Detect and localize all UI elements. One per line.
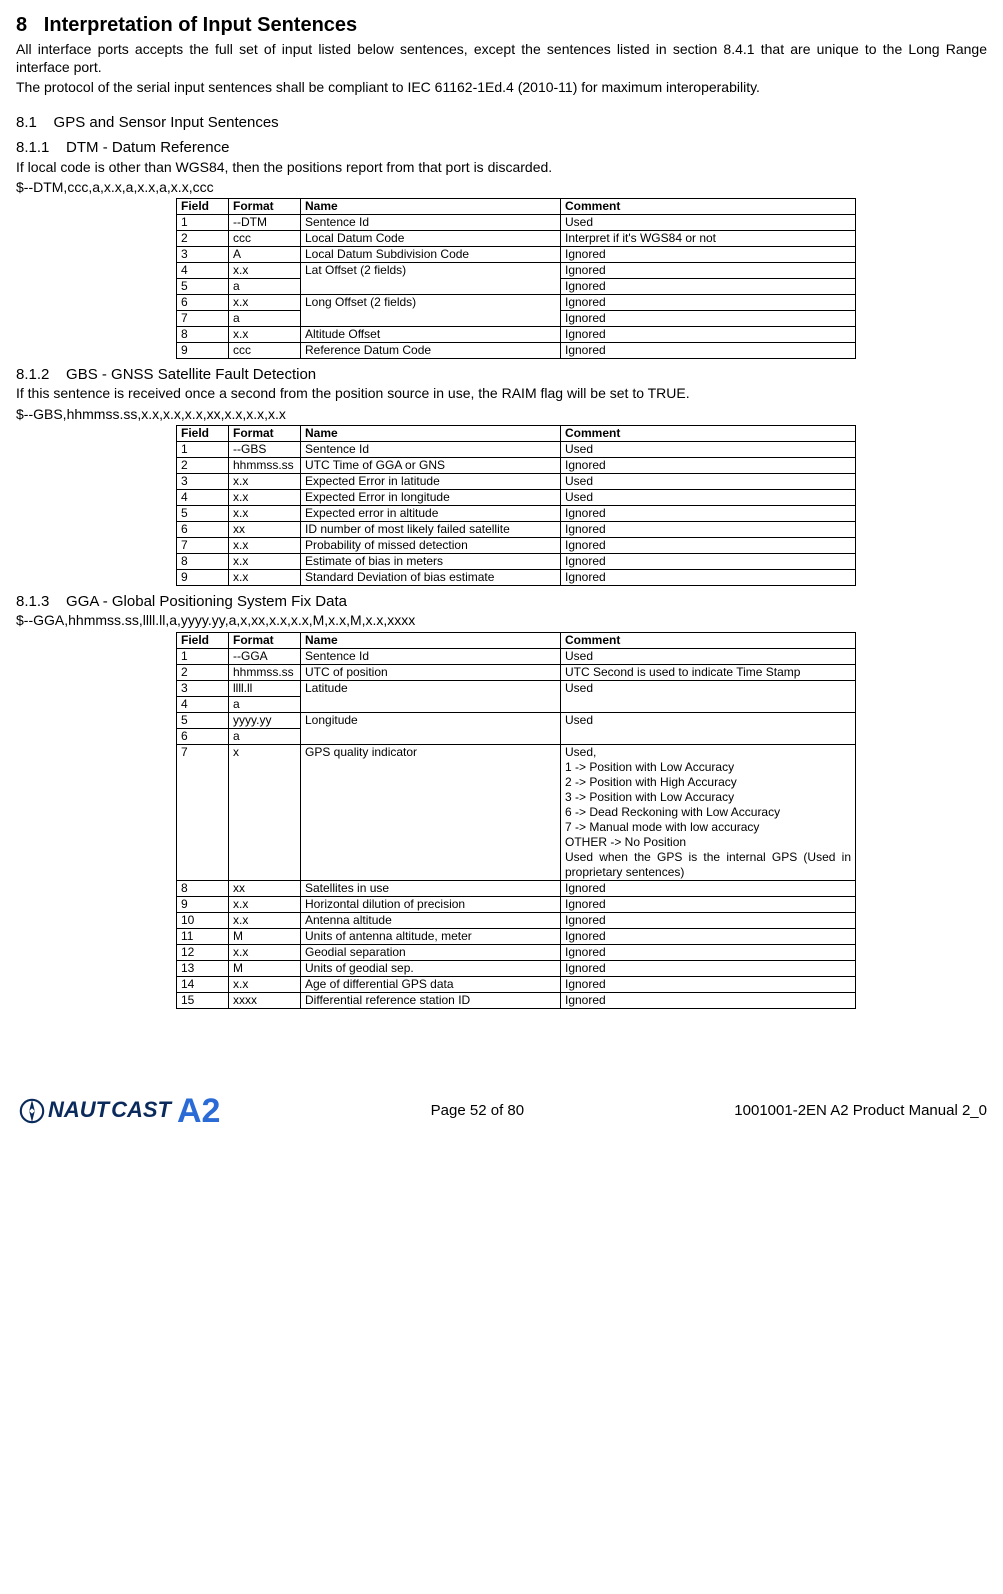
table-row: 5yyyy.yyLongitudeUsed — [177, 712, 856, 728]
sentence-syntax: $--GBS,hhmmss.ss,x.x,x.x,x.x,xx,x.x,x.x,… — [16, 405, 987, 423]
gbs-table: Field Format Name Comment 1--GBSSentence… — [176, 425, 856, 586]
dtm-table: Field Format Name Comment 1--DTMSentence… — [176, 198, 856, 359]
subsection-number: 8.1 — [16, 114, 37, 131]
col-header: Name — [301, 425, 561, 441]
col-header: Comment — [561, 632, 856, 648]
table-row: 1--GBSSentence IdUsed — [177, 441, 856, 457]
col-header: Format — [229, 632, 301, 648]
section-paragraph: If this sentence is received once a seco… — [16, 384, 987, 402]
subsubsection-title: DTM - Datum Reference — [66, 139, 229, 156]
table-row: 1--DTMSentence IdUsed — [177, 214, 856, 230]
table-row: 9x.xHorizontal dilution of precisionIgno… — [177, 896, 856, 912]
table-row: 8xxSatellites in useIgnored — [177, 880, 856, 896]
subsubsection-heading: 8.1.1 DTM - Datum Reference — [16, 138, 987, 158]
section-number: 8 — [16, 14, 27, 36]
table-row: 15xxxxDifferential reference station IDI… — [177, 992, 856, 1008]
table-row: 11MUnits of antenna altitude, meterIgnor… — [177, 928, 856, 944]
gga-table: Field Format Name Comment 1--GGASentence… — [176, 632, 856, 1009]
subsubsection-title: GGA - Global Positioning System Fix Data — [66, 593, 347, 610]
table-row: 3ALocal Datum Subdivision CodeIgnored — [177, 246, 856, 262]
section-title: Interpretation of Input Sentences — [44, 14, 357, 36]
table-row: 2hhmmss.ssUTC Time of GGA or GNSIgnored — [177, 457, 856, 473]
table-row: 9x.xStandard Deviation of bias estimateI… — [177, 569, 856, 585]
table-row: 2hhmmss.ssUTC of positionUTC Second is u… — [177, 664, 856, 680]
table-row: 13MUnits of geodial sep.Ignored — [177, 960, 856, 976]
col-header: Field — [177, 632, 229, 648]
subsection-heading: 8.1 GPS and Sensor Input Sentences — [16, 113, 987, 133]
section-heading: 8 Interpretation of Input Sentences — [16, 12, 987, 38]
brand-text-suffix: CAST — [111, 1096, 171, 1125]
sentence-syntax: $--DTM,ccc,a,x.x,a,x.x,a,x.x,ccc — [16, 178, 987, 196]
table-row: 7x.xProbability of missed detectionIgnor… — [177, 537, 856, 553]
col-header: Field — [177, 425, 229, 441]
subsubsection-number: 8.1.2 — [16, 366, 49, 383]
col-header: Name — [301, 632, 561, 648]
col-header: Format — [229, 425, 301, 441]
table-row: 12x.xGeodial separationIgnored — [177, 944, 856, 960]
subsubsection-heading: 8.1.2 GBS - GNSS Satellite Fault Detecti… — [16, 365, 987, 385]
table-row: 6x.xLong Offset (2 fields)Ignored — [177, 294, 856, 310]
table-row: 7xGPS quality indicatorUsed, 1 -> Positi… — [177, 744, 856, 880]
table-row: 6xxID number of most likely failed satel… — [177, 521, 856, 537]
col-header: Name — [301, 198, 561, 214]
doc-id: 1001001-2EN A2 Product Manual 2_0 — [734, 1101, 987, 1121]
table-header-row: Field Format Name Comment — [177, 198, 856, 214]
intro-paragraph: The protocol of the serial input sentenc… — [16, 78, 987, 96]
table-row: 3llll.llLatitudeUsed — [177, 680, 856, 696]
col-header: Field — [177, 198, 229, 214]
col-header: Format — [229, 198, 301, 214]
table-row: 4x.xLat Offset (2 fields)Ignored — [177, 262, 856, 278]
table-row: 2cccLocal Datum CodeInterpret if it's WG… — [177, 230, 856, 246]
compass-icon — [16, 1097, 48, 1125]
model-text: A2 — [177, 1089, 220, 1133]
table-row: 1--GGASentence IdUsed — [177, 648, 856, 664]
table-row: 3x.xExpected Error in latitudeUsed — [177, 473, 856, 489]
col-header: Comment — [561, 198, 856, 214]
table-row: 10x.xAntenna altitudeIgnored — [177, 912, 856, 928]
table-row: 8x.xEstimate of bias in metersIgnored — [177, 553, 856, 569]
table-header-row: Field Format Name Comment — [177, 632, 856, 648]
intro-paragraph: All interface ports accepts the full set… — [16, 40, 987, 76]
table-row: 9cccReference Datum CodeIgnored — [177, 342, 856, 358]
subsubsection-number: 8.1.1 — [16, 139, 49, 156]
table-row: 4x.xExpected Error in longitudeUsed — [177, 489, 856, 505]
table-header-row: Field Format Name Comment — [177, 425, 856, 441]
subsubsection-number: 8.1.3 — [16, 593, 49, 610]
table-row: 5x.xExpected error in altitudeIgnored — [177, 505, 856, 521]
page-footer: NAUTCAST A2 Page 52 of 80 1001001-2EN A2… — [16, 1089, 987, 1133]
subsubsection-title: GBS - GNSS Satellite Fault Detection — [66, 366, 316, 383]
subsection-title: GPS and Sensor Input Sentences — [54, 114, 279, 131]
table-row: 14x.xAge of differential GPS dataIgnored — [177, 976, 856, 992]
section-paragraph: If local code is other than WGS84, then … — [16, 158, 987, 176]
page-number: Page 52 of 80 — [431, 1101, 524, 1121]
subsubsection-heading: 8.1.3 GGA - Global Positioning System Fi… — [16, 592, 987, 612]
col-header: Comment — [561, 425, 856, 441]
table-row: 8x.xAltitude OffsetIgnored — [177, 326, 856, 342]
sentence-syntax: $--GGA,hhmmss.ss,llll.ll,a,yyyy.yy,a,x,x… — [16, 611, 987, 629]
brand-logo: NAUTCAST A2 — [16, 1089, 220, 1133]
brand-text-prefix: NAUT — [48, 1096, 109, 1125]
